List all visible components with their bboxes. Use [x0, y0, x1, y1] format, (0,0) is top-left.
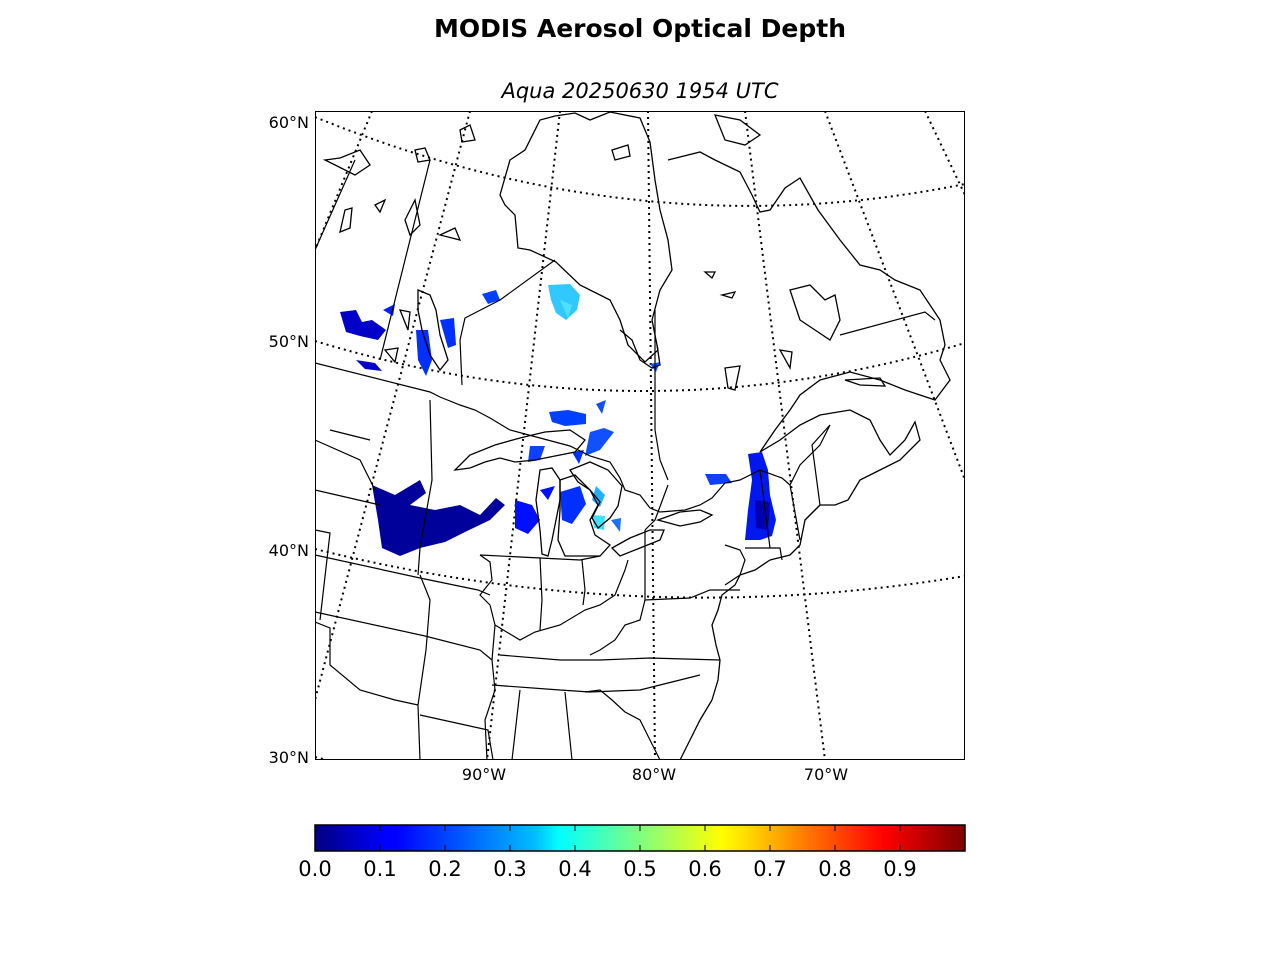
map-panel: [315, 111, 965, 760]
colorbar-tick-label: 0.1: [363, 857, 396, 881]
lower-michigan: [557, 474, 611, 557]
graticule-parallels: [315, 116, 965, 760]
colorbar-tick-label: 0.5: [623, 857, 656, 881]
colorbar: 0.0 0.1 0.2 0.3 0.4 0.5 0.6 0.7 0.8 0.9: [298, 824, 966, 881]
colorbar-tick-label: 0.8: [818, 857, 851, 881]
colorbar-ticks: [314, 825, 901, 851]
lat-label-50: 50°N: [269, 332, 309, 351]
lake-erie: [610, 529, 665, 557]
lat-label-40: 40°N: [269, 541, 309, 560]
map-subtitle: Aqua 20250630 1954 UTC: [501, 79, 779, 103]
lon-label-80w: 80°W: [632, 765, 676, 784]
lon-label-70w: 70°W: [804, 765, 848, 784]
colorbar-tick-label: 0.7: [753, 857, 786, 881]
colorbar-tick-label: 0.0: [298, 857, 331, 881]
lake-superior: [453, 429, 586, 471]
lake-michigan: [535, 467, 561, 557]
aod-region-northern-ontario: [549, 410, 586, 426]
aod-region-minnesota-wisconsin: [372, 480, 505, 556]
lat-label-60: 60°N: [269, 113, 309, 132]
colorbar-tick-label: 0.3: [493, 857, 526, 881]
colorbar-tick-label: 0.9: [883, 857, 916, 881]
lake-ontario: [655, 509, 714, 527]
figure-title: MODIS Aerosol Optical Depth: [433, 14, 846, 43]
graticule-meridians: [315, 111, 965, 760]
colorbar-tick-label: 0.6: [688, 857, 721, 881]
latitude-labels: 60°N 50°N 40°N 30°N: [269, 113, 309, 767]
aod-region-lake-michigan: [515, 500, 540, 534]
lat-label-30: 30°N: [269, 748, 309, 767]
political-borders: [315, 159, 936, 760]
colorbar-tick-labels: 0.0 0.1 0.2 0.3 0.4 0.5 0.6 0.7 0.8 0.9: [298, 857, 916, 881]
lon-label-90w: 90°W: [462, 765, 506, 784]
colorbar-tick-label: 0.4: [558, 857, 591, 881]
aod-region-nw-ontario: [340, 310, 386, 340]
longitude-labels: 90°W 80°W 70°W: [462, 765, 848, 784]
colorbar-tick-label: 0.2: [428, 857, 461, 881]
